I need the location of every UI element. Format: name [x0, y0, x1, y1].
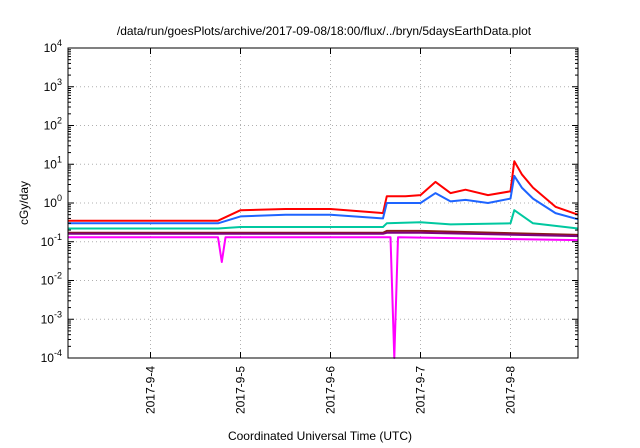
- series-line-5: [68, 231, 579, 238]
- series-layer: [68, 160, 579, 359]
- y-tick-label: 10-1: [41, 232, 62, 249]
- y-tick-label: 100: [44, 193, 62, 210]
- x-tick-label: 2017-9-5: [234, 366, 248, 414]
- y-tick-label: 104: [44, 38, 62, 55]
- series-line-1: [68, 160, 579, 222]
- y-tick-label: 10-4: [41, 348, 62, 365]
- chart-title: /data/run/goesPlots/archive/2017-09-08/1…: [117, 24, 532, 38]
- x-tick-label: 2017-9-7: [414, 366, 428, 414]
- y-tick-label: 101: [44, 154, 62, 171]
- y-tick-label: 10-2: [41, 271, 62, 288]
- x-tick-label: 2017-9-8: [504, 366, 518, 414]
- x-axis-label: Coordinated Universal Time (UTC): [228, 429, 412, 443]
- y-tick-label: 103: [44, 77, 62, 94]
- x-axis: 2017-9-4 2017-9-5 2017-9-6 2017-9-7 2017-9-8: [144, 48, 518, 414]
- y-axis-label: cGy/day: [17, 181, 31, 225]
- series-line-3: [68, 209, 579, 230]
- series-line-6: [68, 236, 579, 359]
- y-tick-label: 102: [44, 116, 62, 133]
- grid: [68, 48, 578, 358]
- y-tick-label: 10-3: [41, 309, 62, 326]
- x-tick-label: 2017-9-4: [144, 366, 158, 414]
- series-line-2: [68, 174, 579, 225]
- x-tick-label: 2017-9-6: [324, 366, 338, 414]
- y-axis: 10-4 10-3 10-2 10-1 100 101 102 103 104: [41, 38, 578, 365]
